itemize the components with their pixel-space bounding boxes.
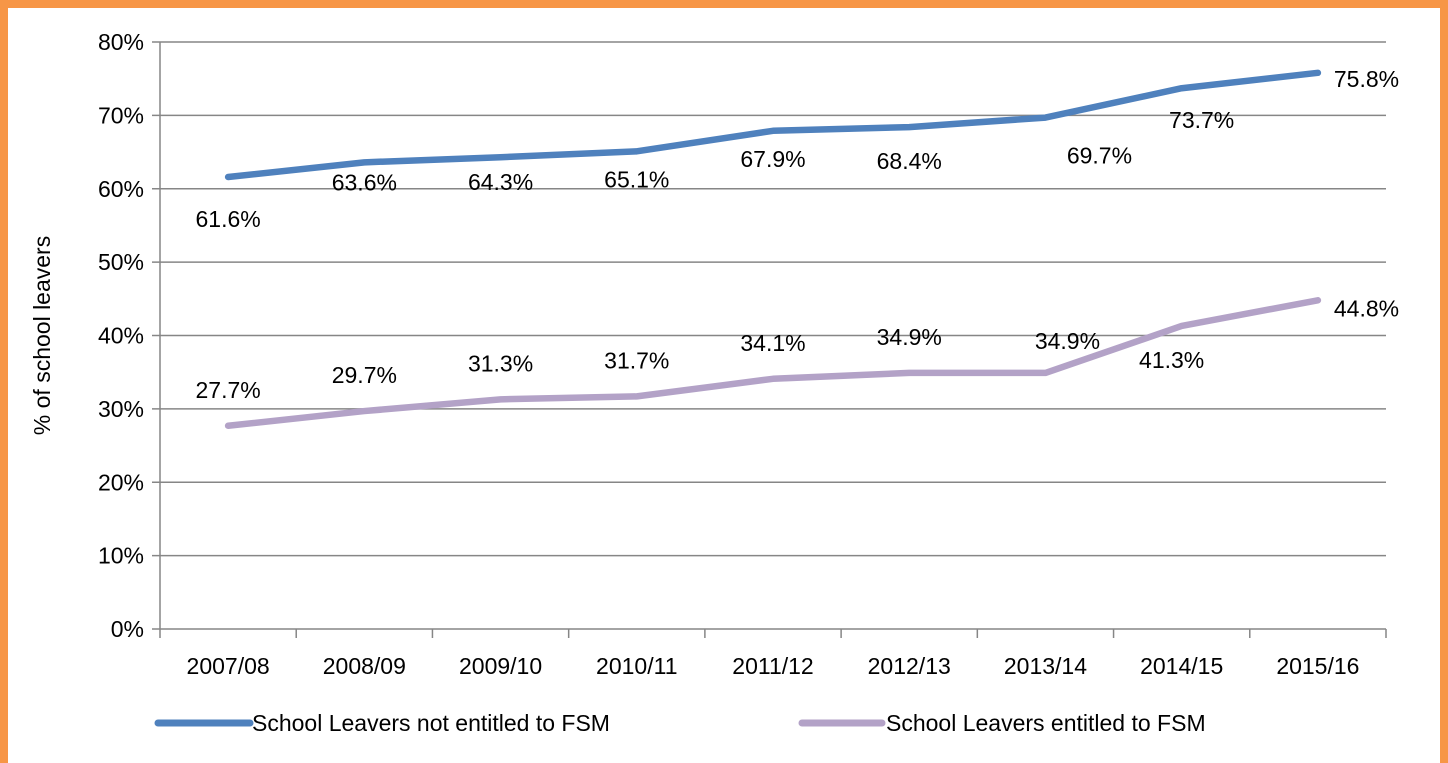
x-tick-label: 2007/08 [187, 653, 270, 679]
y-tick-label: 10% [98, 543, 144, 569]
data-label: 27.7% [196, 377, 261, 403]
x-tick-label: 2011/12 [732, 653, 813, 679]
y-tick-label: 0% [111, 616, 144, 642]
data-label: 75.8% [1334, 66, 1399, 92]
y-tick-label: 40% [98, 323, 144, 349]
series-line-not-fsm [224, 69, 1322, 181]
data-label: 44.8% [1334, 295, 1399, 321]
x-tick-label: 2008/09 [323, 653, 406, 679]
data-label: 34.9% [877, 324, 942, 350]
data-label: 31.3% [468, 350, 533, 376]
x-tick-label: 2015/16 [1276, 653, 1359, 679]
x-tick-label: 2009/10 [459, 653, 542, 679]
data-label: 68.4% [877, 148, 942, 174]
x-tick-label: 2014/15 [1140, 653, 1223, 679]
data-label: 41.3% [1139, 347, 1204, 373]
x-tick-label: 2010/11 [596, 653, 677, 679]
data-label: 65.1% [604, 166, 669, 192]
y-tick-label: 20% [98, 469, 144, 495]
legend-label: School Leavers entitled to FSM [886, 710, 1206, 736]
series-line-fsm [224, 297, 1322, 430]
data-label: 61.6% [196, 206, 261, 232]
x-tick-label: 2012/13 [868, 653, 951, 679]
data-label: 29.7% [332, 362, 397, 388]
data-label: 63.6% [332, 169, 397, 195]
y-tick-label: 70% [98, 102, 144, 128]
data-label: 34.1% [740, 330, 805, 356]
y-axis-label: % of school leavers [29, 236, 55, 435]
data-label: 31.7% [604, 347, 669, 373]
data-label: 67.9% [740, 146, 805, 172]
data-label: 69.7% [1067, 143, 1132, 169]
data-label: 64.3% [468, 169, 533, 195]
y-tick-label: 80% [98, 29, 144, 55]
y-tick-label: 60% [98, 176, 144, 202]
y-tick-label: 30% [98, 396, 144, 422]
x-tick-label: 2013/14 [1004, 653, 1087, 679]
legend-label: School Leavers not entitled to FSM [252, 710, 610, 736]
data-label: 73.7% [1169, 107, 1234, 133]
data-label: 34.9% [1035, 328, 1100, 354]
y-tick-label: 50% [98, 249, 144, 275]
